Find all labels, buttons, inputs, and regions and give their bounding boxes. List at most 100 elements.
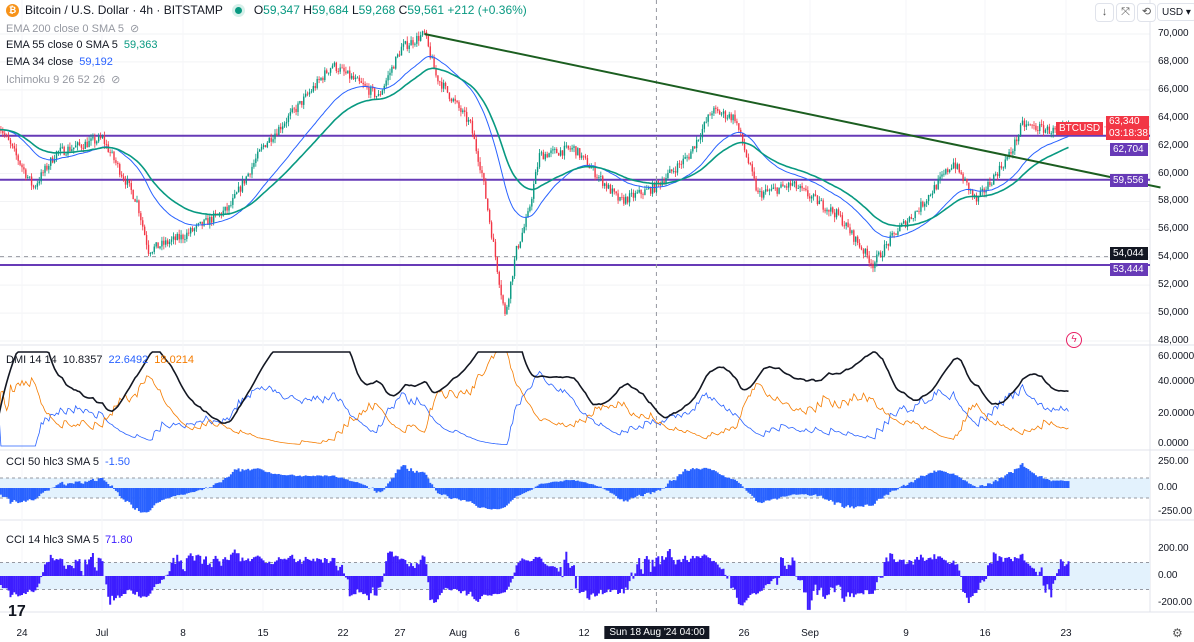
cci50-bar [394, 473, 397, 488]
cci14-bar [666, 551, 669, 576]
cci50-bar [973, 485, 976, 488]
cci14-bar [235, 553, 238, 576]
cci50-bar [684, 469, 687, 488]
cci14-legend[interactable]: CCI 14 hlc3 SMA 5 71.80 [6, 534, 133, 546]
candle-body [680, 163, 683, 165]
cci50-bar [251, 469, 253, 488]
cci14-bar [452, 576, 455, 590]
candle-body [513, 259, 516, 277]
ema55-legend[interactable]: EMA 55 close 0 SMA 5 59,363 [6, 39, 158, 51]
ema34-legend[interactable]: EMA 34 close 59,192 [6, 56, 113, 68]
ema200-legend[interactable]: EMA 200 close 0 SMA 5 ⊘ [6, 22, 140, 36]
candle-body [950, 168, 953, 170]
candle-body [479, 161, 481, 171]
collapse-button[interactable]: ⤧ [1116, 3, 1135, 22]
currency-select[interactable]: USD ▾ [1157, 3, 1194, 21]
cci14-bar [987, 565, 989, 576]
cci14-bar [992, 552, 995, 576]
loop-button[interactable]: ⟲ [1137, 3, 1156, 22]
cci50-bar [916, 478, 919, 488]
candle-body [797, 188, 799, 189]
cci14-bar [151, 576, 154, 591]
indicator-tick: 40.0000 [1158, 376, 1194, 387]
cci50-bar [486, 488, 489, 509]
cci14-bar [998, 556, 1001, 576]
ichimoku-legend[interactable]: Ichimoku 9 26 52 26 ⊘ [6, 73, 121, 87]
candle-body [701, 128, 704, 138]
symbol-legend[interactable]: ₿ Bitcoin / U.S. Dollar · 4h · BITSTAMP … [6, 3, 527, 17]
candle-body [460, 107, 462, 113]
cci50-bar [55, 485, 58, 488]
candle-body [201, 221, 203, 226]
candle-body [759, 191, 761, 193]
candle-body [435, 69, 437, 76]
scroll-down-button[interactable]: ↓ [1095, 3, 1114, 22]
lightning-icon[interactable]: ϟ [1066, 332, 1082, 348]
cci50-bar [1038, 476, 1041, 488]
cci14-bar [3, 576, 6, 589]
cci14-bar [910, 561, 913, 576]
cci50-bar [38, 488, 41, 497]
candle-body [705, 121, 707, 123]
candle-body [814, 194, 817, 196]
price-tick: 66,000 [1158, 83, 1189, 95]
candle-body [268, 137, 270, 143]
cci50-bar [666, 483, 669, 488]
cci50-bar [689, 469, 692, 488]
cci50-bar [1061, 480, 1064, 488]
cci50-bar [902, 484, 905, 488]
cci14-bar [203, 559, 206, 576]
cci14-bar [615, 576, 618, 590]
cci14-bar [620, 576, 623, 589]
cci14-bar [454, 576, 457, 589]
cci50-bar [770, 488, 773, 500]
eye-hidden-icon[interactable]: ⊘ [111, 74, 121, 86]
cci14-bar [785, 568, 788, 576]
candle-body [1037, 130, 1039, 132]
cci50-bar [523, 488, 526, 494]
candle-body [567, 145, 569, 149]
cci14-bar [484, 576, 487, 595]
cci50-bar [548, 482, 551, 488]
eye-hidden-icon[interactable]: ⊘ [130, 23, 140, 35]
tradingview-logo[interactable]: 17 [8, 603, 26, 620]
cci14-bar [829, 576, 832, 588]
cci50-bar [442, 488, 445, 495]
cci14-bar [210, 567, 213, 576]
cci14-bar [590, 576, 593, 595]
cci14-bar [492, 576, 495, 595]
cci14-bar [734, 576, 736, 590]
cci14-bar [983, 576, 986, 582]
dmi-legend[interactable]: DMI 14 14 10.8357 22.6492 18.0214 [6, 354, 195, 366]
candle-body [864, 248, 867, 254]
cci50-bar [691, 468, 694, 488]
price-tick: 48,000 [1158, 335, 1189, 346]
cci50-bar [607, 488, 610, 491]
cci14-bar [1046, 576, 1049, 585]
cci50-bar [191, 488, 194, 493]
candle-body [272, 139, 274, 142]
cci14-bar [80, 570, 83, 576]
cci14-bar [653, 566, 656, 576]
cci50-bar [201, 488, 204, 491]
cci14-bar [438, 576, 441, 596]
ema55-line [0, 67, 1069, 227]
cci14-bar [245, 560, 248, 576]
settings-gear-icon[interactable]: ⚙ [1172, 626, 1183, 640]
cci50-bar [954, 475, 957, 488]
cci50-bar [826, 488, 828, 500]
cci50-bar [482, 488, 485, 508]
candle-body [237, 186, 240, 193]
cci50-bar [247, 468, 250, 488]
candle-body [753, 171, 755, 179]
cci14-bar [919, 554, 922, 576]
candle-body [178, 234, 180, 240]
cci14-bar [38, 576, 41, 584]
cci50-legend[interactable]: CCI 50 hlc3 SMA 5 -1.50 [6, 456, 131, 468]
cci50-bar [574, 480, 577, 488]
cci14-bar [895, 562, 897, 576]
candle-body [966, 178, 968, 183]
candle-body [962, 173, 964, 181]
cci50-bar [268, 472, 271, 488]
